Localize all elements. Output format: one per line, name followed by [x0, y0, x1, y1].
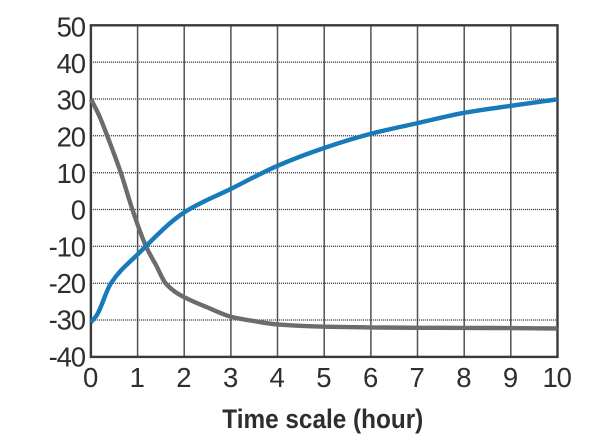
svg-text:4: 4	[270, 362, 285, 393]
svg-text:5: 5	[316, 362, 331, 393]
svg-text:6: 6	[363, 362, 378, 393]
svg-text:7: 7	[410, 362, 424, 393]
svg-text:0: 0	[71, 195, 86, 226]
svg-text:40: 40	[57, 48, 86, 79]
svg-text:-20: -20	[49, 268, 86, 299]
svg-text:-40: -40	[49, 341, 86, 372]
svg-text:Time scale (hour): Time scale (hour)	[222, 404, 423, 434]
svg-text:8: 8	[456, 362, 471, 393]
svg-text:20: 20	[57, 121, 86, 152]
svg-text:1: 1	[130, 362, 144, 393]
svg-text:0: 0	[83, 362, 98, 393]
svg-text:-30: -30	[49, 305, 86, 336]
svg-text:10: 10	[57, 158, 86, 189]
svg-text:50: 50	[57, 11, 86, 42]
svg-text:9: 9	[503, 362, 517, 393]
svg-text:30: 30	[57, 85, 86, 116]
svg-text:-10: -10	[49, 231, 86, 262]
svg-text:3: 3	[223, 362, 238, 393]
svg-text:10: 10	[542, 362, 571, 393]
svg-text:2: 2	[176, 362, 190, 393]
